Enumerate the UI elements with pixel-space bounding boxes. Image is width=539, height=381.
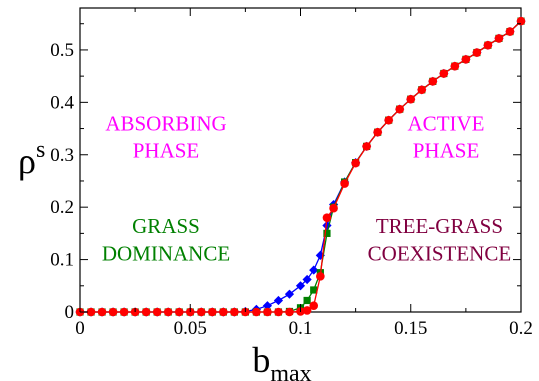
data-point	[108, 307, 118, 317]
annotation-text: ACTIVE	[408, 112, 485, 136]
data-point	[395, 104, 405, 114]
data-point	[284, 289, 295, 299]
data-point	[406, 94, 416, 104]
data-point	[505, 27, 515, 36]
annotation-text: DOMINANCE	[102, 242, 230, 266]
data-point	[285, 307, 294, 317]
y-tick-label: 0.4	[50, 92, 74, 113]
axis-layer: 0 0.05 0.1 0.15 0.2 0 0.1 0.2 0.3 0.4 0.5	[50, 8, 533, 339]
data-point	[174, 307, 184, 317]
data-point	[230, 307, 239, 317]
annotation-text: TREE-GRASS	[376, 214, 503, 238]
data-point	[97, 307, 107, 317]
data-point	[322, 213, 332, 222]
series-layer	[75, 16, 526, 317]
data-point	[163, 307, 173, 317]
data-point	[362, 142, 371, 151]
y-tick-label: 0.5	[50, 40, 74, 61]
y-tick-label: 0.3	[50, 145, 74, 166]
series-square	[76, 17, 525, 316]
data-point	[219, 307, 228, 317]
data-point	[417, 85, 427, 95]
data-point	[323, 229, 331, 237]
data-point	[152, 307, 162, 317]
data-point	[461, 55, 471, 64]
x-tick-label: 0.05	[174, 318, 207, 339]
data-point	[310, 286, 318, 294]
data-point	[303, 296, 311, 305]
data-point	[263, 307, 272, 317]
series-circle	[75, 16, 526, 317]
data-point	[450, 61, 460, 71]
data-point	[119, 307, 129, 317]
x-tick-label: 0.1	[289, 318, 313, 339]
data-point	[274, 307, 283, 317]
annotation-text: PHASE	[133, 138, 200, 162]
y-axis-label: ρs	[18, 137, 45, 181]
annotation-text: PHASE	[413, 138, 480, 162]
data-point	[196, 307, 206, 317]
data-point	[252, 307, 261, 317]
data-point	[141, 307, 151, 317]
data-point	[483, 40, 493, 50]
data-point	[302, 306, 312, 315]
annotation-text: COEXISTENCE	[368, 242, 512, 266]
x-tick-label: 0	[75, 318, 85, 339]
x-tick-label: 0.2	[509, 318, 533, 339]
data-point	[329, 203, 338, 213]
data-point	[384, 115, 394, 125]
data-point	[86, 307, 96, 317]
data-point	[315, 250, 325, 260]
data-point	[208, 307, 217, 317]
data-point	[295, 281, 306, 291]
data-point	[273, 295, 284, 306]
data-point	[322, 220, 332, 231]
data-point	[428, 77, 438, 86]
y-tick-label: 0.1	[50, 250, 74, 271]
y-tick-label: 0	[65, 302, 75, 323]
annotation-text: ABSORBING	[105, 112, 226, 136]
data-point	[309, 301, 319, 311]
data-point	[439, 69, 449, 78]
data-point	[472, 48, 482, 57]
data-point	[302, 274, 312, 285]
x-axis-label: bmax	[252, 340, 311, 381]
y-tick-label: 0.2	[50, 197, 74, 218]
series-diamond	[75, 16, 526, 317]
annotation-text: GRASS	[132, 214, 200, 238]
x-tick-label: 0.15	[394, 318, 427, 339]
data-point	[340, 179, 349, 188]
data-point	[316, 272, 325, 281]
data-point	[262, 301, 273, 311]
data-point	[494, 34, 504, 43]
data-point	[351, 158, 360, 168]
data-point	[373, 127, 382, 137]
data-point	[309, 265, 319, 275]
annotation-layer: ABSORBINGPHASEACTIVEPHASEGRASSDOMINANCET…	[102, 112, 511, 266]
